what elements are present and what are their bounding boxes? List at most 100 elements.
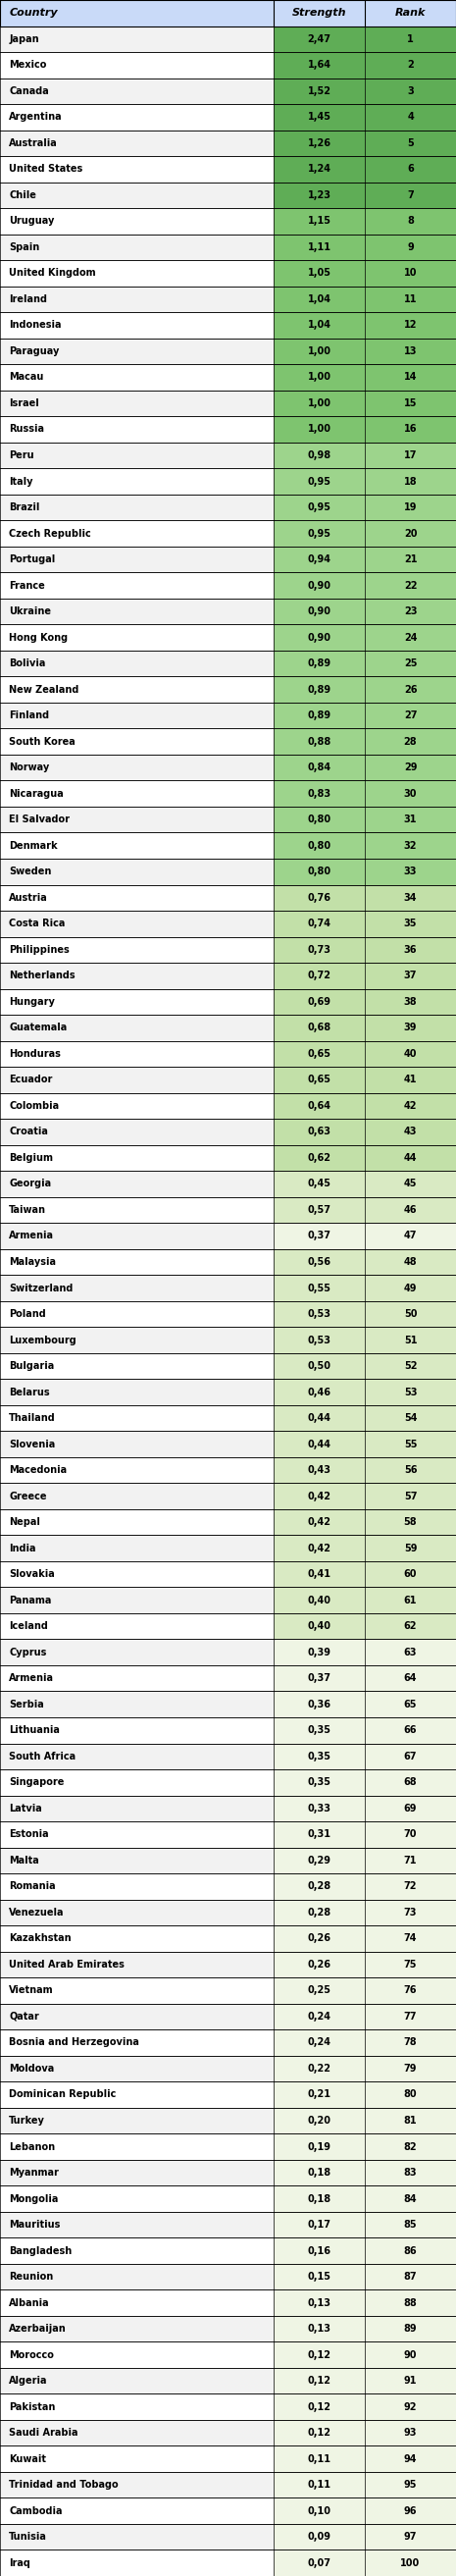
Text: Hong Kong: Hong Kong [9,634,68,641]
Text: 19: 19 [404,502,417,513]
FancyBboxPatch shape [274,1978,456,2004]
Text: 0,50: 0,50 [307,1360,331,1370]
Text: Venezuela: Venezuela [9,1909,65,1917]
Text: Italy: Italy [9,477,33,487]
Text: 3: 3 [407,85,414,95]
Text: Rank: Rank [395,8,426,18]
Text: Mongolia: Mongolia [9,2195,58,2202]
Text: 1,00: 1,00 [307,374,331,381]
FancyBboxPatch shape [274,2213,456,2239]
Text: 7: 7 [407,191,414,201]
FancyBboxPatch shape [274,806,456,832]
Text: 9: 9 [407,242,414,252]
Text: 85: 85 [404,2221,417,2231]
Text: 14: 14 [404,374,417,381]
Text: Strength: Strength [292,8,347,18]
FancyBboxPatch shape [274,1718,456,1744]
Text: Macau: Macau [9,374,44,381]
FancyBboxPatch shape [274,1795,456,1821]
Text: Bulgaria: Bulgaria [9,1360,54,1370]
FancyBboxPatch shape [274,77,456,103]
Text: 0,45: 0,45 [307,1180,331,1190]
Text: 1,15: 1,15 [307,216,331,227]
Text: 0,16: 0,16 [307,2246,331,2257]
FancyBboxPatch shape [274,2550,456,2576]
FancyBboxPatch shape [0,1458,274,1484]
FancyBboxPatch shape [274,2367,456,2393]
FancyBboxPatch shape [274,2004,456,2030]
FancyBboxPatch shape [0,963,274,989]
Text: 96: 96 [404,2506,417,2517]
FancyBboxPatch shape [274,1664,456,1692]
Text: 0,25: 0,25 [307,1986,331,1996]
Text: 89: 89 [404,2324,417,2334]
Text: 0,28: 0,28 [307,1909,331,1917]
Text: 75: 75 [404,1960,417,1971]
Text: 40: 40 [404,1048,417,1059]
FancyBboxPatch shape [274,1638,456,1664]
Text: Morocco: Morocco [9,2349,54,2360]
Text: 39: 39 [404,1023,417,1033]
Text: 12: 12 [404,319,417,330]
FancyBboxPatch shape [0,989,274,1015]
Text: Bolivia: Bolivia [9,659,46,667]
Text: Qatar: Qatar [9,2012,39,2022]
Text: 0,19: 0,19 [307,2141,331,2151]
Text: Australia: Australia [9,139,58,147]
FancyBboxPatch shape [274,443,456,469]
FancyBboxPatch shape [274,938,456,963]
FancyBboxPatch shape [0,755,274,781]
Text: Georgia: Georgia [9,1180,52,1190]
Text: 0,64: 0,64 [307,1100,331,1110]
FancyBboxPatch shape [274,546,456,572]
Text: 0,29: 0,29 [307,1855,331,1865]
Text: 27: 27 [404,711,417,721]
FancyBboxPatch shape [274,2133,456,2159]
FancyBboxPatch shape [0,1301,274,1327]
Text: 32: 32 [404,840,417,850]
Text: 0,26: 0,26 [307,1960,331,1971]
Text: 0,35: 0,35 [307,1777,331,1788]
Text: 65: 65 [404,1700,417,1710]
Text: Nicaragua: Nicaragua [9,788,64,799]
Text: 0,95: 0,95 [307,477,331,487]
FancyBboxPatch shape [274,884,456,912]
Text: Poland: Poland [9,1309,46,1319]
Text: Luxembourg: Luxembourg [9,1334,77,1345]
Text: 0,94: 0,94 [307,554,331,564]
Text: Peru: Peru [9,451,34,461]
FancyBboxPatch shape [274,1144,456,1172]
Text: Slovenia: Slovenia [9,1440,56,1450]
Text: 8: 8 [407,216,414,227]
FancyBboxPatch shape [0,729,274,755]
Text: 26: 26 [404,685,417,696]
FancyBboxPatch shape [0,312,274,337]
FancyBboxPatch shape [0,1510,274,1535]
FancyBboxPatch shape [0,2081,274,2107]
Text: Bangladesh: Bangladesh [9,2246,72,2257]
Text: Belgium: Belgium [9,1154,53,1162]
Text: 0,98: 0,98 [307,451,331,461]
Text: 92: 92 [404,2401,417,2411]
FancyBboxPatch shape [274,183,456,209]
FancyBboxPatch shape [274,2264,456,2290]
FancyBboxPatch shape [0,884,274,912]
Text: 22: 22 [404,580,417,590]
FancyBboxPatch shape [274,598,456,623]
FancyBboxPatch shape [0,157,274,183]
Text: 37: 37 [404,971,417,981]
Text: Costa Rica: Costa Rica [9,920,65,927]
Text: 0,41: 0,41 [307,1569,331,1579]
Text: 0,80: 0,80 [307,814,331,824]
FancyBboxPatch shape [274,1432,456,1458]
Text: 0,76: 0,76 [307,894,331,902]
FancyBboxPatch shape [274,2290,456,2316]
Text: 0,89: 0,89 [307,685,331,696]
FancyBboxPatch shape [274,26,456,52]
Text: Japan: Japan [9,33,39,44]
Text: Belarus: Belarus [9,1386,50,1396]
Text: 78: 78 [404,2038,417,2048]
FancyBboxPatch shape [274,703,456,729]
FancyBboxPatch shape [0,1638,274,1664]
FancyBboxPatch shape [0,1535,274,1561]
